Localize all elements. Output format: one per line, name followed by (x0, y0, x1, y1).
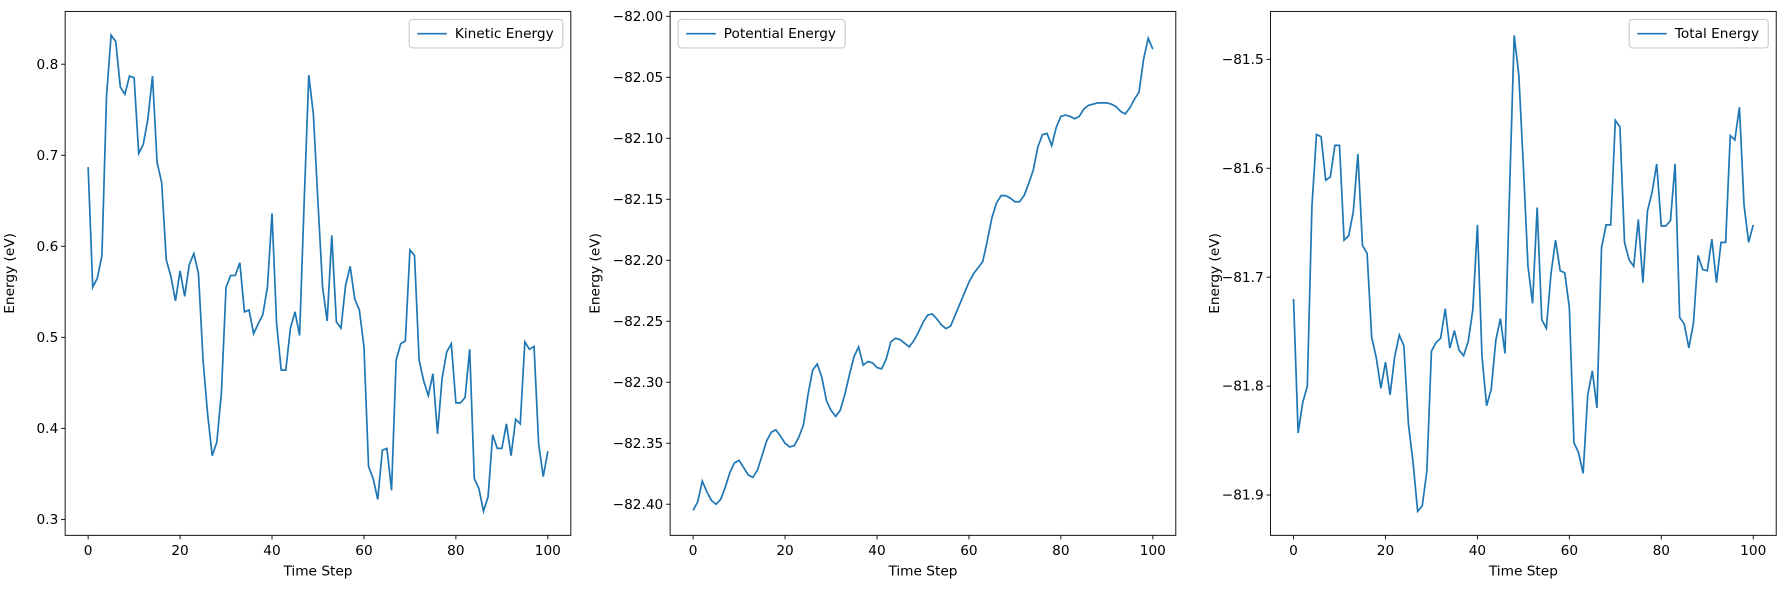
x-tick-label: 0 (84, 543, 93, 559)
x-tick-label: 100 (1740, 543, 1766, 559)
y-tick-label: −82.15 (613, 192, 664, 208)
y-tick-label: −82.25 (613, 314, 664, 330)
x-tick-label: 20 (171, 543, 188, 559)
legend-frame (408, 18, 564, 49)
x-tick-label: 0 (689, 543, 698, 559)
y-tick-label: 0.4 (37, 421, 59, 437)
legend: Kinetic Energy (408, 18, 564, 49)
legend: Potential Energy (677, 18, 846, 49)
y-tick-label: 0.5 (37, 330, 59, 346)
x-tick-label: 60 (960, 543, 977, 559)
y-tick-label: −81.7 (1222, 270, 1264, 286)
y-tick-label: −82.40 (613, 497, 664, 513)
y-tick-label: −82.20 (613, 253, 664, 269)
x-tick-label: 40 (1469, 543, 1486, 559)
x-tick-label: 20 (1377, 543, 1394, 559)
legend-label: Potential Energy (724, 26, 836, 42)
legend-label: Total Energy (1674, 26, 1759, 42)
y-tick-label: −82.10 (613, 131, 664, 147)
y-tick-label: −81.5 (1222, 52, 1264, 68)
y-tick-label: 0.8 (37, 57, 59, 73)
y-tick-label: −81.8 (1222, 379, 1264, 395)
y-tick-label: −82.05 (613, 70, 664, 86)
x-tick-label: 80 (1653, 543, 1670, 559)
y-axis-label: Energy (eV) (1207, 233, 1223, 314)
x-tick-label: 80 (447, 543, 464, 559)
y-axis-label: Energy (eV) (587, 233, 603, 314)
y-axis-label: Energy (eV) (2, 233, 18, 314)
y-tick-label: 0.7 (37, 148, 59, 164)
x-tick-label: 60 (355, 543, 372, 559)
data-line (692, 35, 1154, 511)
axes-frame (64, 10, 572, 536)
x-tick-label: 60 (1561, 543, 1578, 559)
legend: Total Energy (1628, 18, 1769, 49)
y-tick-label: 0.3 (37, 512, 59, 528)
x-axis-label: Time Step (887, 563, 957, 579)
data-line (87, 32, 549, 515)
y-tick-label: −81.9 (1222, 488, 1264, 504)
axes-frame (669, 10, 1177, 536)
legend-frame (1628, 18, 1769, 49)
x-axis-label: Time Step (282, 563, 352, 579)
legend-label: Kinetic Energy (455, 26, 554, 42)
y-tick-label: −82.30 (613, 375, 664, 391)
axes-frame (1270, 10, 1777, 536)
x-tick-label: 20 (776, 543, 793, 559)
x-tick-label: 40 (263, 543, 280, 559)
data-line (1292, 35, 1755, 514)
x-tick-label: 100 (1140, 543, 1166, 559)
legend-frame (677, 18, 846, 49)
x-axis-label: Time Step (1488, 563, 1558, 579)
x-tick-label: 80 (1052, 543, 1069, 559)
x-tick-label: 40 (868, 543, 885, 559)
x-tick-label: 100 (535, 543, 561, 559)
y-tick-label: −82.00 (613, 9, 664, 25)
y-tick-label: −82.35 (613, 436, 664, 452)
x-tick-label: 0 (1289, 543, 1298, 559)
y-tick-label: 0.6 (37, 239, 59, 255)
y-tick-label: −81.6 (1222, 161, 1264, 177)
